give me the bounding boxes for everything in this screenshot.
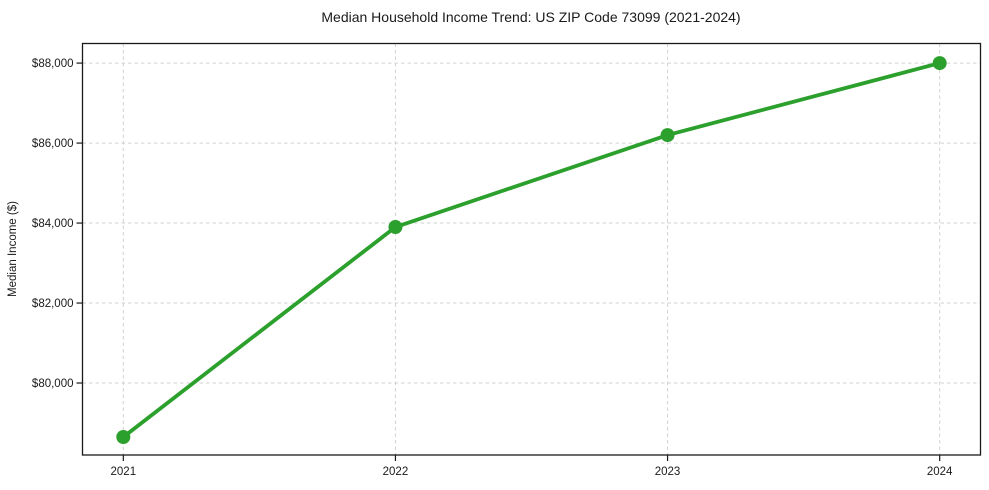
data-series-layer: [116, 56, 947, 445]
x-tick-label: 2022: [383, 466, 409, 478]
x-tick-label: 2024: [927, 466, 953, 478]
chart-title: Median Household Income Trend: US ZIP Co…: [321, 9, 740, 25]
y-tick-label: $84,000: [32, 218, 74, 230]
data-point-2024: [932, 56, 947, 71]
x-tick-label: 2021: [111, 466, 137, 478]
data-point-2022: [388, 220, 403, 235]
y-tick-label: $80,000: [32, 378, 74, 390]
y-tick-label: $88,000: [32, 58, 74, 70]
y-tick-label: $82,000: [32, 298, 74, 310]
plot-border: [81, 42, 982, 456]
gridlines-layer: [82, 43, 981, 455]
x-tick-label: 2023: [655, 466, 681, 478]
data-point-2021: [116, 430, 131, 445]
axes-layer: $80,000 $82,000 $84,000 $86,000 $88,000 2021 2…: [32, 42, 982, 478]
y-tick-label: $86,000: [32, 138, 74, 150]
data-point-2023: [660, 128, 675, 143]
y-axis-label: Median Income ($): [7, 201, 19, 297]
trend-line: [121, 61, 942, 439]
